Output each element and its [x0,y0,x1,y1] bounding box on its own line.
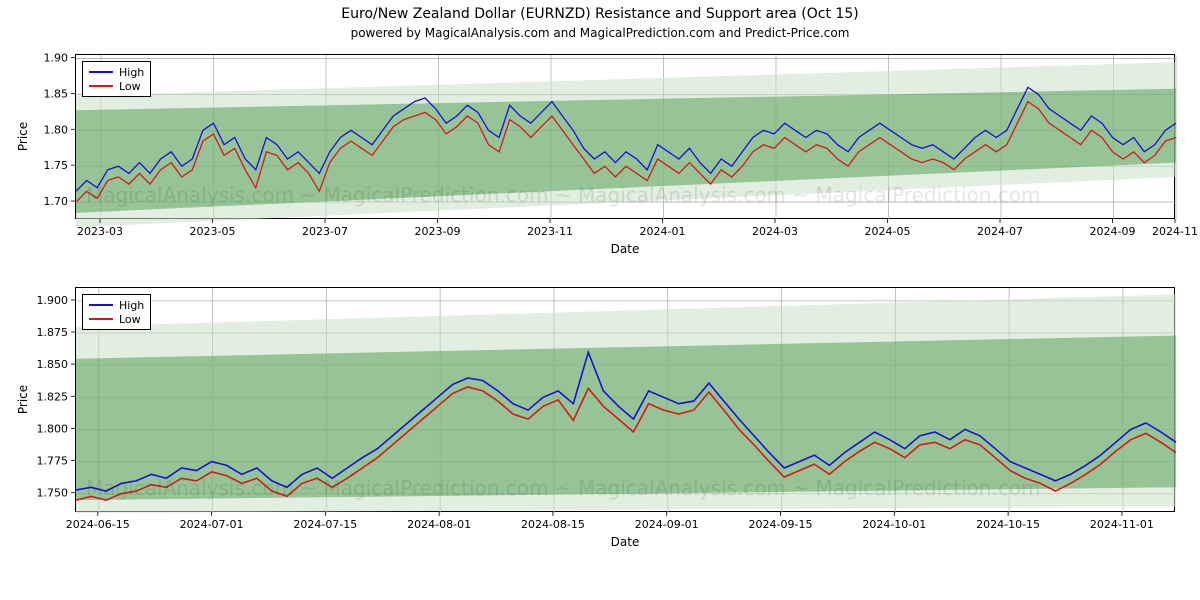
svg-text:1.825: 1.825 [37,390,69,403]
svg-text:Price: Price [16,385,30,414]
svg-text:Date: Date [611,242,640,256]
chart2-plot: MagicalAnalysis.com ~ MagicalPrediction.… [75,287,1175,512]
svg-text:2024-07-01: 2024-07-01 [180,518,244,531]
legend-label-high: High [119,66,144,79]
chart1-svg [76,55,1176,220]
svg-text:1.90: 1.90 [44,52,69,65]
legend-label-high: High [119,299,144,312]
svg-text:1.750: 1.750 [37,487,69,500]
chart2-panel: MagicalAnalysis.com ~ MagicalPrediction.… [0,272,1200,582]
svg-text:2024-05: 2024-05 [865,225,911,238]
svg-text:Price: Price [16,122,30,151]
chart1-panel: MagicalAnalysis.com ~ MagicalPrediction.… [0,42,1200,272]
svg-text:1.70: 1.70 [44,195,69,208]
svg-text:2024-03: 2024-03 [752,225,798,238]
svg-text:2024-08-01: 2024-08-01 [407,518,471,531]
svg-text:2024-11-01: 2024-11-01 [1090,518,1154,531]
legend-row-high: High [89,65,144,79]
legend-label-low: Low [119,313,141,326]
svg-text:2024-09: 2024-09 [1090,225,1136,238]
chart2-svg [76,288,1176,513]
svg-text:2024-01: 2024-01 [640,225,686,238]
svg-text:1.85: 1.85 [44,87,69,100]
svg-text:1.875: 1.875 [37,326,69,339]
legend-swatch-high [89,71,113,73]
legend-row-low: Low [89,79,144,93]
legend-swatch-high [89,304,113,306]
svg-text:2023-05: 2023-05 [190,225,236,238]
svg-text:2024-09-15: 2024-09-15 [749,518,813,531]
svg-text:2024-10-15: 2024-10-15 [976,518,1040,531]
svg-text:1.75: 1.75 [44,159,69,172]
svg-text:2023-07: 2023-07 [302,225,348,238]
chart-title: Euro/New Zealand Dollar (EURNZD) Resista… [0,0,1200,22]
svg-text:2024-07: 2024-07 [977,225,1023,238]
legend-row-high: High [89,298,144,312]
svg-text:1.80: 1.80 [44,123,69,136]
svg-text:Date: Date [611,535,640,549]
svg-text:2024-09-01: 2024-09-01 [635,518,699,531]
svg-text:2024-08-15: 2024-08-15 [521,518,585,531]
svg-text:2024-10-01: 2024-10-01 [862,518,926,531]
chart-subtitle: powered by MagicalAnalysis.com and Magic… [0,22,1200,42]
svg-text:2023-03: 2023-03 [77,225,123,238]
svg-text:2023-09: 2023-09 [415,225,461,238]
svg-text:2024-06-15: 2024-06-15 [66,518,130,531]
svg-text:1.800: 1.800 [37,422,69,435]
svg-text:1.850: 1.850 [37,358,69,371]
legend-swatch-low [89,85,113,87]
legend-row-low: Low [89,312,144,326]
svg-text:2024-07-15: 2024-07-15 [293,518,357,531]
legend-label-low: Low [119,80,141,93]
legend-swatch-low [89,318,113,320]
svg-text:2024-11: 2024-11 [1152,225,1198,238]
svg-text:2023-11: 2023-11 [527,225,573,238]
chart1-legend: High Low [82,61,151,97]
chart1-plot: MagicalAnalysis.com ~ MagicalPrediction.… [75,54,1175,219]
svg-text:1.900: 1.900 [37,294,69,307]
svg-text:1.775: 1.775 [37,455,69,468]
chart2-legend: High Low [82,294,151,330]
